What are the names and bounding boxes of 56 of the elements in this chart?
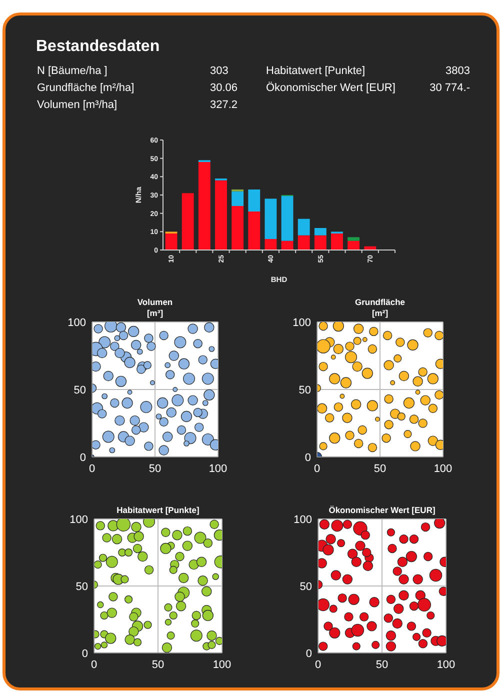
x-tick-label: 0 <box>90 659 98 671</box>
text: 327.2 <box>210 99 238 111</box>
bar <box>248 212 260 250</box>
bar <box>198 162 210 250</box>
text: N [Bäume/ha ] <box>37 65 108 77</box>
bar <box>232 191 244 206</box>
chart-title: Habitatwert [Punkte] <box>116 505 200 515</box>
x-tick-label: 100 <box>436 659 456 671</box>
y-tick-label: 50 <box>74 384 86 396</box>
bar <box>298 235 310 250</box>
bar <box>314 235 326 250</box>
x-tick-label: 100 <box>212 659 232 671</box>
text: Volumen [m³/ha] <box>37 99 118 111</box>
bar <box>281 196 294 241</box>
y-tick-label: 0 <box>306 648 312 660</box>
x-tick-label: 100 <box>434 463 452 475</box>
bar <box>232 206 244 250</box>
bar <box>248 190 260 212</box>
bar <box>264 239 277 250</box>
text: Habitatwert [Punkte] <box>266 65 366 77</box>
y-tick-label: 50 <box>298 384 311 396</box>
bar <box>314 228 326 236</box>
x-tick-label: 0 <box>314 659 322 671</box>
chart-title: Ökonomischer Wert [EUR] <box>328 505 436 515</box>
chart-title: Grundfläche [m²] <box>354 297 406 318</box>
x-tick-label: 0 <box>314 463 320 475</box>
chart-title: Volumen [m³] <box>137 297 173 318</box>
x-tick-label: 100 <box>208 463 228 475</box>
y-tick-label: 0 <box>82 648 88 660</box>
bar <box>182 193 194 250</box>
y-tick-label: 100 <box>294 514 312 526</box>
y-tick-label: 0 <box>304 452 311 464</box>
y-tick-label: 50 <box>300 580 312 593</box>
text: 30 774.- <box>430 82 470 94</box>
text: 30.06 <box>210 82 238 94</box>
bar <box>264 198 277 239</box>
bar <box>348 240 360 250</box>
text: 303 <box>210 65 228 77</box>
text: Ökonomischer Wert [EUR] <box>266 81 396 94</box>
bar <box>281 240 294 250</box>
text: Grundfläche [m²/ha] <box>37 82 134 94</box>
bar <box>215 180 227 250</box>
y-tick-label: 100 <box>70 514 88 526</box>
x-tick-label: 50 <box>374 463 386 475</box>
bar <box>165 234 178 250</box>
y-tick-label: 100 <box>292 316 311 329</box>
x-tick-label: 0 <box>88 463 96 475</box>
x-tick-label: 50 <box>376 659 388 671</box>
y-tick-label: 0 <box>80 452 86 464</box>
y-tick-label: 50 <box>76 580 88 593</box>
text: Bestandesdaten <box>36 38 160 55</box>
bar <box>298 218 310 236</box>
text: 3803 <box>446 65 470 77</box>
y-tick-label: 100 <box>68 316 86 329</box>
bar <box>348 237 360 241</box>
bar <box>331 234 343 250</box>
